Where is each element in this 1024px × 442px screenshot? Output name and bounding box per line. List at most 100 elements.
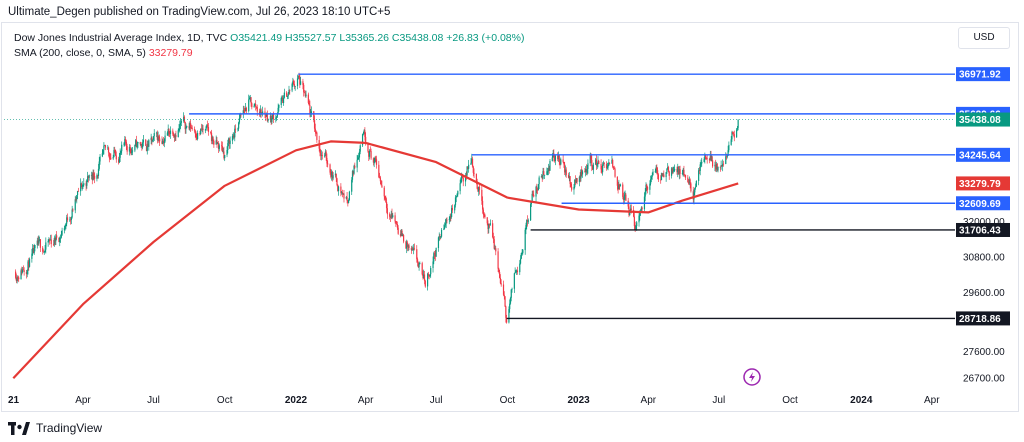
candle [32, 245, 35, 254]
candle [60, 230, 62, 239]
candle-body [478, 186, 481, 190]
candle [76, 194, 78, 204]
candle [183, 112, 185, 123]
candle-body [231, 136, 234, 141]
brand-name[interactable]: TradingView [36, 421, 103, 435]
candle-body [719, 166, 721, 168]
currency-button[interactable]: USD [958, 27, 1010, 49]
price-axis-tick: 32000.00 [963, 217, 1005, 228]
candle-body [457, 191, 459, 195]
candle-body [378, 164, 380, 178]
candle-body [249, 97, 251, 99]
candle [126, 143, 128, 155]
candle [114, 149, 117, 157]
candle-body [488, 224, 490, 230]
candle-body [448, 219, 450, 221]
candle-body [21, 270, 23, 273]
candle-body [629, 211, 631, 216]
time-axis-tick: Oct [217, 395, 233, 406]
candle-body [286, 96, 289, 97]
candle-body [195, 133, 197, 138]
candle [196, 133, 198, 140]
candle-body [589, 155, 591, 164]
candle [304, 90, 306, 98]
candle [467, 166, 469, 170]
candle-body [368, 150, 371, 157]
candle-body [291, 83, 293, 91]
candle [361, 133, 364, 147]
candle-body [630, 208, 632, 210]
candle-body [172, 130, 174, 135]
candle [260, 108, 262, 118]
candle-body [351, 179, 353, 192]
candle-body [693, 192, 695, 200]
candle [370, 148, 372, 160]
open-value: O35421.49 [230, 32, 283, 44]
candle [514, 267, 516, 274]
candle-body [579, 176, 581, 179]
candle [251, 102, 253, 110]
candle [357, 155, 359, 161]
candle [354, 162, 356, 169]
candle [178, 124, 180, 132]
candle-body [687, 182, 690, 184]
candle-body [325, 151, 327, 158]
level-price-tag-label: 32609.69 [959, 199, 1001, 210]
candle [77, 187, 79, 192]
candle-body [232, 135, 234, 137]
candle [543, 174, 546, 180]
candle [188, 122, 190, 131]
candle [332, 172, 334, 181]
candle [234, 125, 236, 142]
candle-body [367, 143, 369, 152]
candle [711, 155, 713, 162]
candle [417, 261, 419, 268]
candle [709, 150, 711, 161]
candle-body [348, 191, 350, 201]
candle-body [211, 137, 213, 142]
candle [142, 134, 144, 147]
level-price-tag: 36971.92 [956, 67, 1010, 82]
candle [288, 85, 290, 95]
candle-body [332, 175, 334, 179]
level-price-tag: 32609.69 [956, 196, 1010, 211]
candle-body [444, 223, 447, 226]
candle-body [375, 159, 378, 165]
candle-body [330, 171, 333, 177]
candle [300, 76, 302, 86]
symbol-name[interactable]: Dow Jones Industrial Average Index, 1D, … [14, 32, 228, 44]
candle-body [596, 163, 598, 166]
candle-body [488, 224, 491, 226]
candle-body [543, 171, 545, 176]
candle [15, 273, 17, 284]
candle [141, 142, 143, 151]
candle-body [110, 157, 112, 159]
candle [315, 130, 317, 134]
candle-body [101, 153, 103, 157]
candle [358, 152, 360, 160]
candle [101, 148, 103, 158]
candle [717, 166, 719, 173]
candle [541, 174, 543, 182]
candle [278, 104, 280, 112]
candle-body [657, 170, 659, 175]
candle-body [563, 161, 565, 165]
sma-label[interactable]: SMA (200, close, 0, SMA, 5) [14, 47, 146, 59]
flash-icon[interactable] [743, 368, 761, 386]
candle-body [533, 194, 535, 197]
candle-body [454, 197, 457, 206]
candle [173, 133, 175, 143]
candle-body [347, 200, 349, 203]
candle [602, 162, 604, 176]
candle [85, 180, 87, 191]
sma-price-tag-label: 33279.79 [959, 179, 1001, 190]
candle-body [59, 237, 62, 239]
candle [516, 266, 519, 275]
candle-body [639, 212, 641, 216]
candle [703, 157, 705, 163]
candle [736, 125, 738, 132]
candle-body [204, 129, 206, 131]
candle-body [120, 151, 122, 153]
candle [326, 153, 328, 167]
